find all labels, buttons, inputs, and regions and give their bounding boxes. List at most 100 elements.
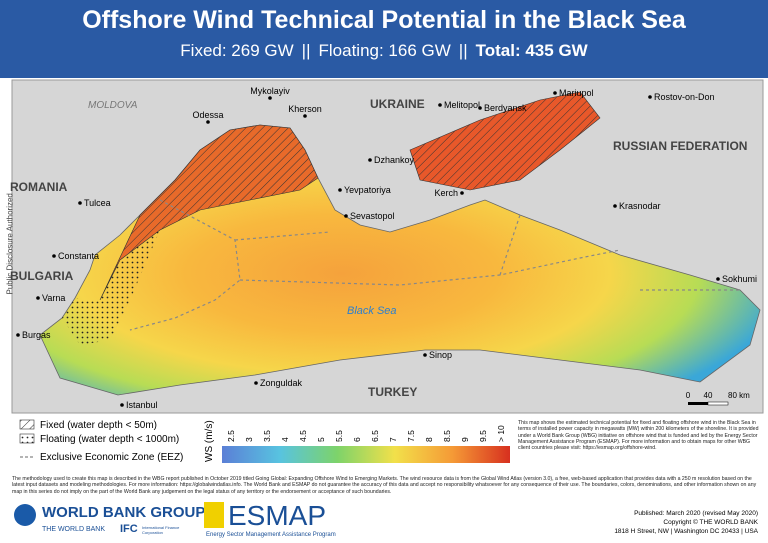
country-label: BULGARIA (10, 269, 74, 283)
city-label: Yevpatoriya (344, 185, 391, 195)
ifc-full: International Finance Corporation (142, 525, 180, 535)
city-dot (303, 114, 307, 118)
colorbar-tick: 2.5 (226, 430, 236, 442)
colorbar-title: WS (m/s) (204, 420, 215, 462)
esmap-full: Energy Sector Management Assistance Prog… (206, 532, 336, 538)
floating-zone (62, 230, 160, 345)
eez-boundary (129, 199, 740, 331)
city-label: Dzhankoy (374, 155, 415, 165)
legend-item: Floating (water depth < 1000m) (40, 434, 179, 445)
colorbar-tick: 7.5 (406, 430, 416, 442)
country-label: MOLDOVA (88, 100, 138, 111)
city-label: Berdyansk (484, 103, 527, 113)
city-label: Burgas (22, 330, 51, 340)
legend-swatch (19, 419, 35, 430)
colorbar-tick: 9.5 (478, 430, 488, 442)
azov-hatch (410, 92, 600, 190)
country-label: ROMANIA (10, 180, 68, 194)
city-dot (206, 120, 210, 124)
colorbar-tick: 8.5 (442, 430, 452, 442)
city-dot (52, 254, 56, 258)
city-dot (120, 403, 124, 407)
esmap: ESMAP (228, 500, 327, 531)
wb: THE WORLD BANK (42, 526, 106, 533)
city-dot (460, 191, 464, 195)
city-label: Sokhumi (722, 274, 757, 284)
footer: WORLD BANK GROUP THE WORLD BANK IFC Inte… (0, 498, 768, 543)
description: This map shows the estimated technical p… (518, 420, 759, 452)
city-label: Mariupol (559, 88, 594, 98)
city-dot (344, 214, 348, 218)
colorbar-tick: 6.5 (370, 430, 380, 442)
city-dot (553, 91, 557, 95)
city-label: Varna (42, 293, 65, 303)
city-dot (423, 353, 427, 357)
legend-item: Fixed (water depth < 50m) (40, 420, 157, 431)
colorbar (222, 446, 510, 463)
colorbar-tick: 5 (316, 437, 326, 442)
city-label: Kherson (288, 104, 322, 114)
city-dot (368, 158, 372, 162)
city-dot (254, 381, 258, 385)
country-label: UKRAINE (370, 97, 425, 111)
city-label: Constanta (58, 251, 99, 261)
city-label: Tulcea (84, 198, 111, 208)
header: Offshore Wind Technical Potential in the… (0, 0, 768, 78)
subtitle-floating: Floating: 166 GW (318, 41, 451, 60)
country-label: RUSSIAN FEDERATION (613, 139, 747, 153)
separator: || (458, 41, 468, 60)
legend-swatch (19, 433, 35, 444)
colorbar-tick: 6 (352, 437, 362, 442)
city-dot (16, 333, 20, 337)
city-dot (438, 103, 442, 107)
subtitle: Fixed: 269 GW || Floating: 166 GW || Total: … (0, 41, 768, 61)
colorbar-tick: 8 (424, 437, 434, 442)
colorbar-tick: > 10 (496, 425, 506, 442)
map: MOLDOVA UKRAINE RUSSIAN FEDERATION ROMAN… (10, 79, 764, 463)
address: 1818 H Street, NW | Washington DC 20433 … (614, 528, 758, 535)
title: Offshore Wind Technical Potential in the… (82, 6, 686, 34)
city-dot (78, 201, 82, 205)
colorbar-tick: 3 (244, 437, 254, 442)
colorbar-tick: 9 (460, 437, 470, 442)
sea-label: Black Sea (347, 305, 397, 317)
subtitle-total: Total: 435 GW (475, 41, 588, 60)
scale-bar (688, 402, 708, 405)
city-label: Rostov-on-Don (654, 92, 715, 102)
wbg: WORLD BANK GROUP (42, 504, 206, 521)
separator: || (301, 41, 311, 60)
side-label: Public Disclosure Authorized (5, 193, 15, 295)
city-dot (716, 277, 720, 281)
colorbar-tick: 3.5 (262, 430, 272, 442)
colorbar-tick: 4.5 (298, 430, 308, 442)
city-dot (36, 296, 40, 300)
wbg-logo (14, 504, 36, 526)
city-label: Zonguldak (260, 378, 303, 388)
legend-item: Exclusive Economic Zone (EEZ) (40, 452, 183, 463)
city-dot (268, 96, 272, 100)
colorbar-tick: 5.5 (334, 430, 344, 442)
esmap-logo (204, 502, 224, 528)
city-dot (478, 106, 482, 110)
fixed-hatch (100, 125, 318, 300)
ifc: IFC (120, 523, 138, 535)
city-label: Mykolayiv (250, 86, 290, 96)
colorbar-tick: 7 (388, 437, 398, 442)
city-label: Krasnodar (619, 201, 661, 211)
city-dot (613, 204, 617, 208)
city-label: Kerch (434, 188, 458, 198)
colorbar-tick: 4 (280, 437, 290, 442)
published: Published: March 2020 (revised May 2020) (634, 510, 758, 517)
copyright: Copyright © THE WORLD BANK (663, 519, 758, 526)
scale-label: 0 (686, 391, 691, 400)
methodology: The methodology used to create this map … (12, 476, 757, 495)
scale-label: 80 km (728, 391, 750, 400)
country-label: TURKEY (368, 385, 417, 399)
scale-bar (707, 401, 729, 406)
subtitle-fixed: Fixed: 269 GW (180, 41, 294, 60)
city-label: Sevastopol (350, 211, 395, 221)
city-label: Odessa (192, 110, 223, 120)
city-dot (648, 95, 652, 99)
city-label: Melitopol (444, 100, 480, 110)
